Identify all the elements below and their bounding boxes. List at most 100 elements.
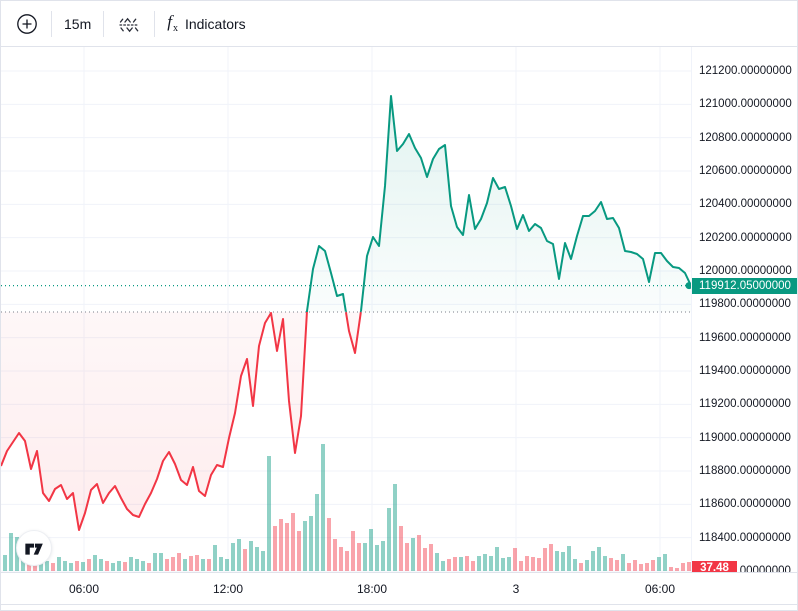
chart-pane: 118200.00000000 118400.00000000 118600.000… xyxy=(1,47,797,577)
volume-bar xyxy=(447,559,451,571)
volume-bar xyxy=(639,564,643,571)
volume-bar xyxy=(315,494,319,571)
volume-bar xyxy=(471,561,475,571)
volume-bar xyxy=(489,556,493,571)
volume-bar xyxy=(99,559,103,571)
volume-bar xyxy=(429,544,433,571)
area-fill-below-baseline xyxy=(1,312,691,530)
volume-bar xyxy=(207,559,211,571)
volume-bar xyxy=(117,561,121,571)
volume-bar xyxy=(237,539,241,571)
volume-bar xyxy=(9,533,13,571)
volume-bar xyxy=(591,551,595,571)
tradingview-logo-icon xyxy=(25,543,43,555)
volume-bar xyxy=(189,556,193,571)
time-tick-label: 06:00 xyxy=(68,582,100,596)
volume-bar xyxy=(633,560,637,571)
volume-bar xyxy=(51,563,55,571)
time-tick-label: 12:00 xyxy=(212,582,244,596)
volume-bar xyxy=(519,561,523,571)
volume-bar xyxy=(267,456,271,571)
volume-bar xyxy=(39,559,43,571)
volume-bar xyxy=(321,444,325,571)
volume-bar xyxy=(273,526,277,571)
volume-bar xyxy=(201,559,205,571)
volume-bar xyxy=(369,529,373,571)
volume-bar xyxy=(249,541,253,571)
time-tick-label: 3 xyxy=(512,582,520,596)
volume-bar xyxy=(45,561,49,571)
volume-bar xyxy=(279,519,283,571)
price-tick-label: 120400.00000000 xyxy=(699,198,792,211)
indicators-label: Indicators xyxy=(184,15,246,32)
volume-bar xyxy=(651,560,655,571)
indicators-button[interactable]: fx Indicators xyxy=(159,5,253,43)
volume-bar xyxy=(213,545,217,571)
volume-bar xyxy=(609,558,613,571)
volume-bar xyxy=(63,561,67,571)
price-chart-canvas[interactable] xyxy=(1,47,691,572)
price-tick-label: 121000.00000000 xyxy=(699,98,792,111)
volume-bar xyxy=(93,555,97,571)
volume-bar xyxy=(183,559,187,571)
volume-bar xyxy=(555,551,559,571)
volume-bar xyxy=(399,526,403,571)
toolbar-separator xyxy=(103,10,105,37)
volume-bar xyxy=(393,484,397,571)
volume-bar xyxy=(381,541,385,571)
price-tick-label: 120800.00000000 xyxy=(699,131,792,144)
volume-bar xyxy=(477,556,481,571)
volume-bar xyxy=(291,513,295,571)
volume-bar xyxy=(645,563,649,571)
volume-bar xyxy=(309,516,313,571)
timeframe-button[interactable]: 15m xyxy=(56,5,99,43)
time-tick-label: 18:00 xyxy=(356,582,388,596)
volume-bar xyxy=(597,547,601,571)
volume-bar xyxy=(111,563,115,571)
volume-bar xyxy=(657,557,661,571)
volume-bar xyxy=(375,545,379,571)
price-tick-label: 120600.00000000 xyxy=(699,165,792,177)
price-tick-label: 119400.00000000 xyxy=(699,365,791,377)
volume-bar xyxy=(549,544,553,571)
volume-bar xyxy=(57,557,61,571)
volume-bar xyxy=(195,555,199,571)
timeframe-label: 15m xyxy=(64,15,92,32)
volume-bar xyxy=(171,557,175,571)
symbol-search-button[interactable] xyxy=(7,5,47,43)
volume-bar xyxy=(81,562,85,571)
volume-bar xyxy=(675,568,679,571)
last-price-badge: 119912.05000000 xyxy=(692,278,797,294)
baseline-style-icon xyxy=(119,17,139,32)
volume-bar xyxy=(75,561,79,571)
price-line-up xyxy=(271,95,691,312)
time-axis[interactable]: 06:00 12:00 18:00 3 06:00 xyxy=(1,572,797,604)
fx-function-icon: fx xyxy=(167,11,178,35)
volume-bar xyxy=(405,543,409,571)
volume-bar xyxy=(297,531,301,571)
price-tick-label: 118800.00000000 xyxy=(699,465,791,477)
volume-bar xyxy=(243,549,247,571)
volume-bar xyxy=(441,561,445,571)
price-axis[interactable]: 118200.00000000 118400.00000000 118600.000… xyxy=(691,47,797,577)
volume-bar xyxy=(603,556,607,571)
volume-bar xyxy=(537,558,541,571)
tradingview-logo[interactable] xyxy=(16,530,52,566)
volume-bar xyxy=(345,551,349,571)
chart-style-button[interactable] xyxy=(108,5,150,43)
bottom-strip xyxy=(1,604,797,610)
volume-bar xyxy=(423,548,427,571)
volume-bar xyxy=(129,557,133,571)
volume-bar xyxy=(219,557,223,571)
volume-bar xyxy=(255,547,259,571)
volume-bar xyxy=(495,547,499,571)
volume-bar xyxy=(105,561,109,571)
volume-bar xyxy=(153,553,157,571)
chart-toolbar: 15m fx Indicators xyxy=(1,1,797,47)
volume-bar xyxy=(339,547,343,571)
volume-bar xyxy=(687,562,691,571)
volume-bar xyxy=(525,556,529,571)
volume-bar xyxy=(351,531,355,571)
volume-bar xyxy=(225,559,229,571)
